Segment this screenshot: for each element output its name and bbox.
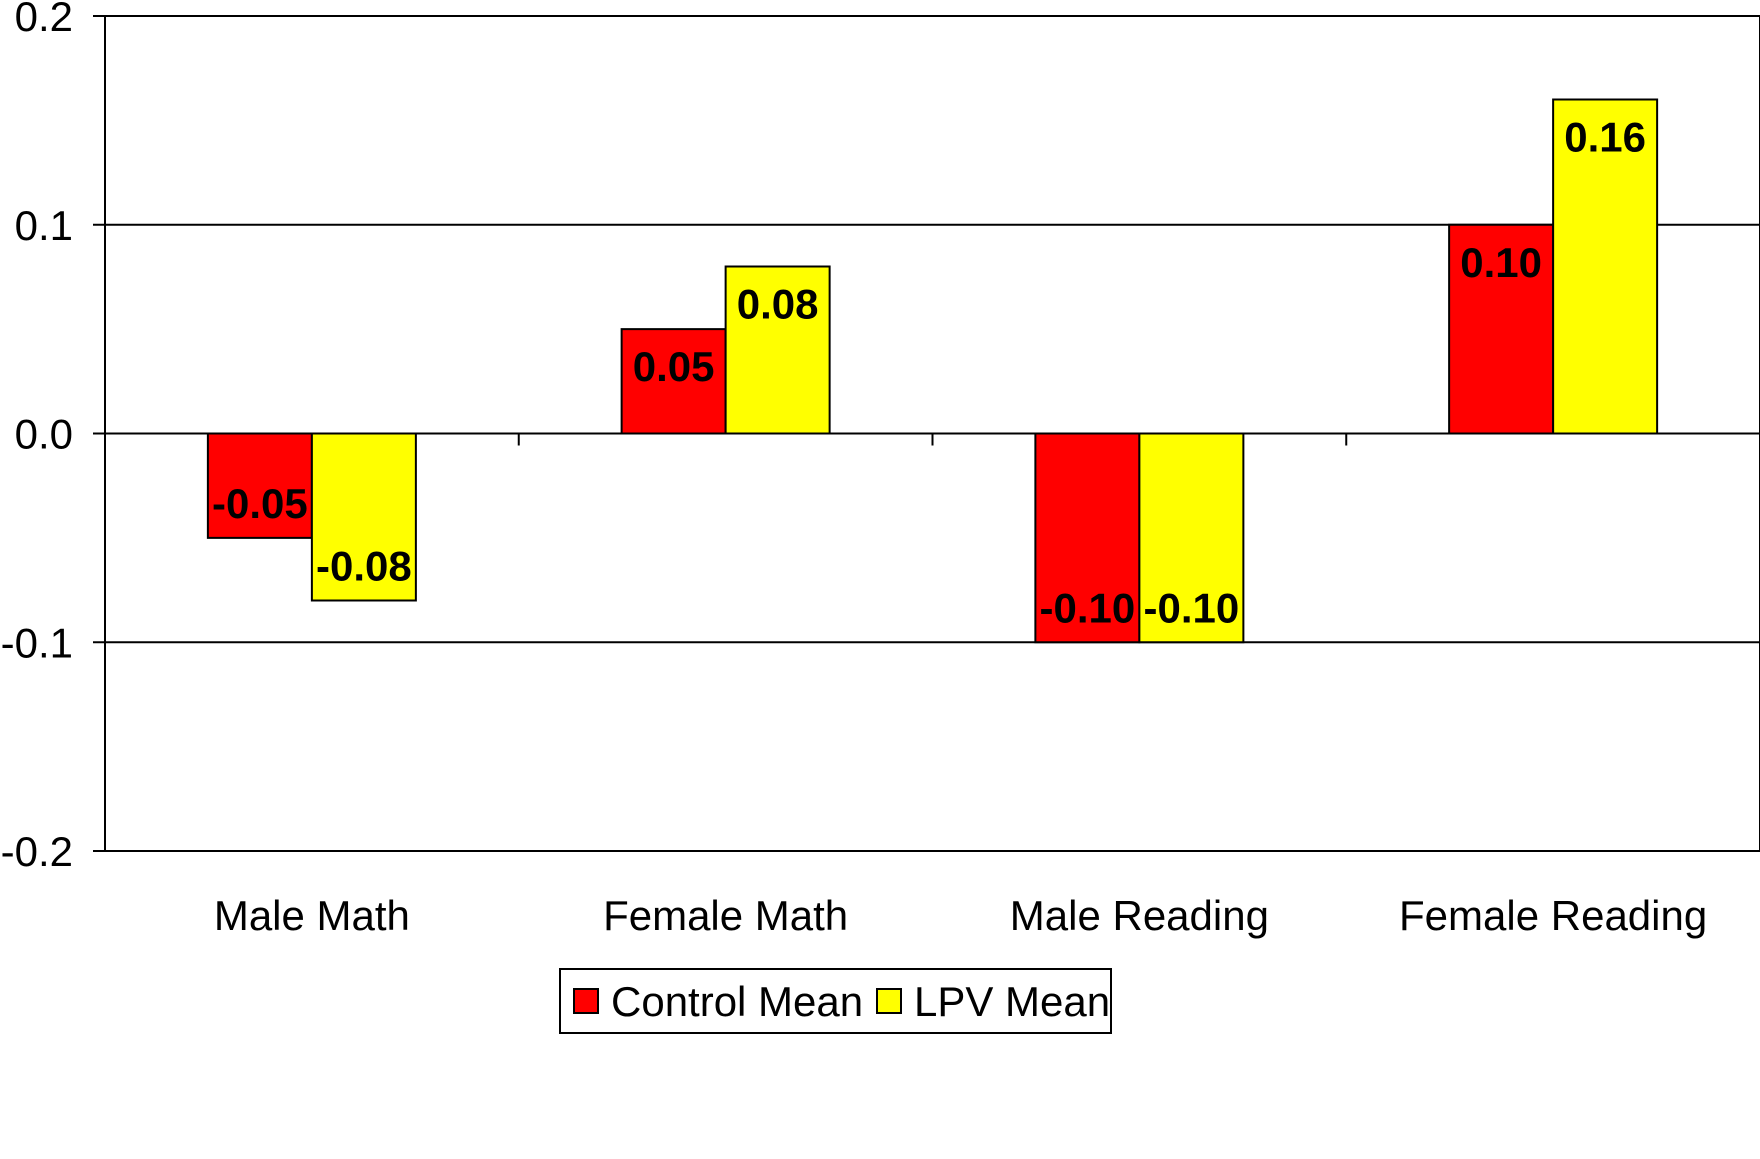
bar-lpv-mean xyxy=(1552,98,1659,435)
legend-box xyxy=(559,968,1112,1034)
data-label: -0.10 xyxy=(1040,584,1136,631)
legend-swatch xyxy=(876,988,902,1014)
data-label: 0.16 xyxy=(1564,114,1646,161)
data-label: 0.10 xyxy=(1460,239,1542,286)
data-label: 0.08 xyxy=(737,281,819,328)
x-category-label: Male Math xyxy=(214,892,410,939)
legend: Control Mean LPV Mean xyxy=(559,968,1112,1034)
data-label: -0.08 xyxy=(316,543,412,590)
axes xyxy=(93,15,1348,852)
data-label: 0.05 xyxy=(633,343,715,390)
data-label: -0.05 xyxy=(212,480,308,527)
legend-swatch xyxy=(573,988,599,1014)
y-tick-label: 0.0 xyxy=(15,411,73,458)
bar-control-mean xyxy=(206,432,313,539)
data-label: -0.10 xyxy=(1144,584,1240,631)
bar-control-mean xyxy=(620,328,727,435)
y-tick-label: -0.1 xyxy=(1,619,73,666)
legend-label: LPV Mean xyxy=(914,978,1110,1025)
x-category-label: Female Reading xyxy=(1399,892,1707,939)
bars xyxy=(206,98,1659,644)
y-tick-label: 0.1 xyxy=(15,202,73,249)
y-tick-label: -0.2 xyxy=(1,828,73,875)
x-category-labels: Male Math Female Math Male Reading Female R… xyxy=(214,892,1707,939)
y-tick-labels: 0.2 0.1 0.0 -0.1 -0.2 xyxy=(1,0,73,875)
legend-label: Control Mean xyxy=(611,978,863,1025)
data-labels: -0.05-0.08 0.05 0.08 -0.10 -0.10 0.10 0.16 xyxy=(212,114,1646,632)
y-tick-label: 0.2 xyxy=(15,0,73,40)
x-category-label: Male Reading xyxy=(1010,892,1269,939)
x-category-label: Female Math xyxy=(603,892,848,939)
bar-control-mean xyxy=(1448,223,1555,435)
bar-lpv-mean xyxy=(1138,432,1245,644)
bar-control-mean xyxy=(1034,432,1141,644)
bar-lpv-mean xyxy=(724,265,831,435)
bar-lpv-mean xyxy=(310,432,417,602)
